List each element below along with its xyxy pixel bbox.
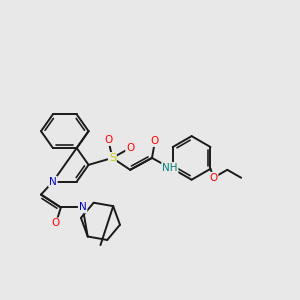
- Text: N: N: [49, 177, 57, 187]
- Text: NH: NH: [162, 163, 178, 173]
- Text: O: O: [104, 135, 112, 145]
- Text: O: O: [52, 218, 60, 228]
- Text: N: N: [79, 202, 86, 212]
- Text: S: S: [109, 153, 116, 163]
- Text: O: O: [151, 136, 159, 146]
- Text: O: O: [126, 143, 134, 153]
- Text: O: O: [209, 173, 217, 183]
